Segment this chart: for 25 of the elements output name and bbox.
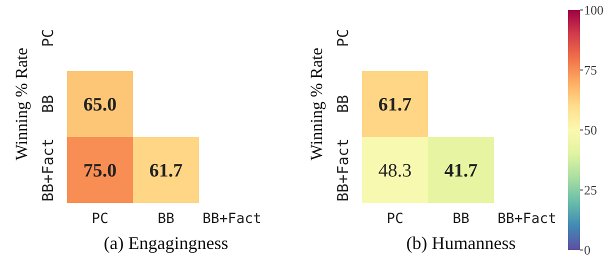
x-tick-label: BB xyxy=(452,211,470,227)
x-tick-label: BB xyxy=(158,211,174,227)
color-bar-label: 100 xyxy=(584,2,604,18)
x-tick-label: PC xyxy=(386,211,404,227)
data-label: 75.0 xyxy=(83,160,117,182)
y-tick-label: BB xyxy=(334,94,352,114)
x-tick-label: BB+Fact xyxy=(202,211,262,227)
data-label: 48.3 xyxy=(378,160,412,182)
x-tick-label: BB+Fact xyxy=(497,211,557,227)
text: (a) Engagingness xyxy=(104,233,228,253)
y-axis-title: Winning % Rate xyxy=(12,48,31,160)
data-label: 61.7 xyxy=(378,94,412,116)
y-tick-label: BB xyxy=(39,94,57,114)
y-tick-label: PC xyxy=(39,28,57,48)
text: (b) Humanness xyxy=(406,233,516,253)
data-label: 41.7 xyxy=(444,160,478,182)
color-bar-label: 25 xyxy=(584,182,597,198)
color-bar-label: 75 xyxy=(584,62,597,78)
color-bar-label: 50 xyxy=(584,122,597,138)
data-label: 61.7 xyxy=(149,160,184,182)
y-axis-title: Winning % Rate xyxy=(307,48,326,160)
color-bar-label: 0 xyxy=(584,242,590,258)
data-label: 65.0 xyxy=(83,94,117,116)
x-tick-label: PC xyxy=(92,211,108,227)
y-tick-label: PC xyxy=(334,28,352,48)
